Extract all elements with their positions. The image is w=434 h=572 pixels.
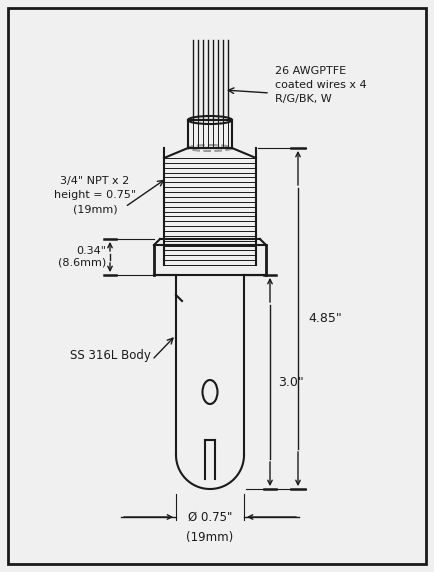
Text: 0.34"
(8.6mm): 0.34" (8.6mm) xyxy=(58,246,106,268)
Text: 3/4" NPT x 2
height = 0.75"
(19mm): 3/4" NPT x 2 height = 0.75" (19mm) xyxy=(54,176,136,214)
Text: 26 AWGPTFE
coated wires x 4
R/G/BK, W: 26 AWGPTFE coated wires x 4 R/G/BK, W xyxy=(275,66,367,104)
Text: 3.0": 3.0" xyxy=(278,375,304,388)
Text: 4.85": 4.85" xyxy=(308,312,342,325)
Text: (19mm): (19mm) xyxy=(186,531,233,544)
Text: SS 316L Body: SS 316L Body xyxy=(69,348,151,362)
Text: Ø 0.75": Ø 0.75" xyxy=(188,510,232,523)
